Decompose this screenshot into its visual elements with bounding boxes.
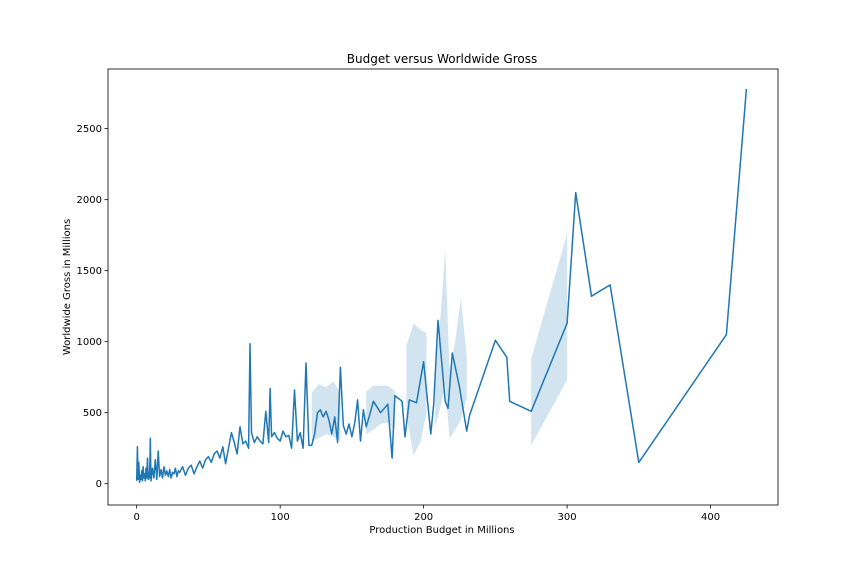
x-axis-label: Production Budget in Millions (369, 525, 514, 536)
confidence-band-5 (531, 233, 568, 446)
x-tick-label: 300 (558, 512, 577, 523)
y-axis: 0 500 1000 1500 2000 2500 (77, 124, 108, 490)
x-tick-label: 200 (414, 512, 433, 523)
confidence-band-4 (435, 249, 467, 439)
y-tick-label: 2500 (77, 124, 102, 135)
confidence-bands (311, 233, 568, 456)
confidence-band-3 (406, 323, 427, 456)
y-tick-label: 0 (96, 479, 102, 490)
x-axis: 0 100 200 300 400 (134, 505, 720, 523)
x-tick-label: 0 (134, 512, 140, 523)
y-tick-label: 500 (83, 408, 102, 419)
chart-title: Budget versus Worldwide Gross (347, 52, 537, 66)
y-tick-label: 1500 (77, 266, 102, 277)
y-tick-label: 2000 (77, 195, 102, 206)
y-axis-label: Worldwide Gross in Millions (62, 219, 73, 355)
y-tick-label: 1000 (77, 337, 102, 348)
plot-frame (107, 68, 779, 506)
confidence-band-2 (366, 385, 395, 434)
series-line-1 (135, 88, 748, 484)
x-tick-label: 100 (271, 512, 290, 523)
series-layer (135, 88, 748, 484)
x-tick-label: 400 (701, 512, 720, 523)
